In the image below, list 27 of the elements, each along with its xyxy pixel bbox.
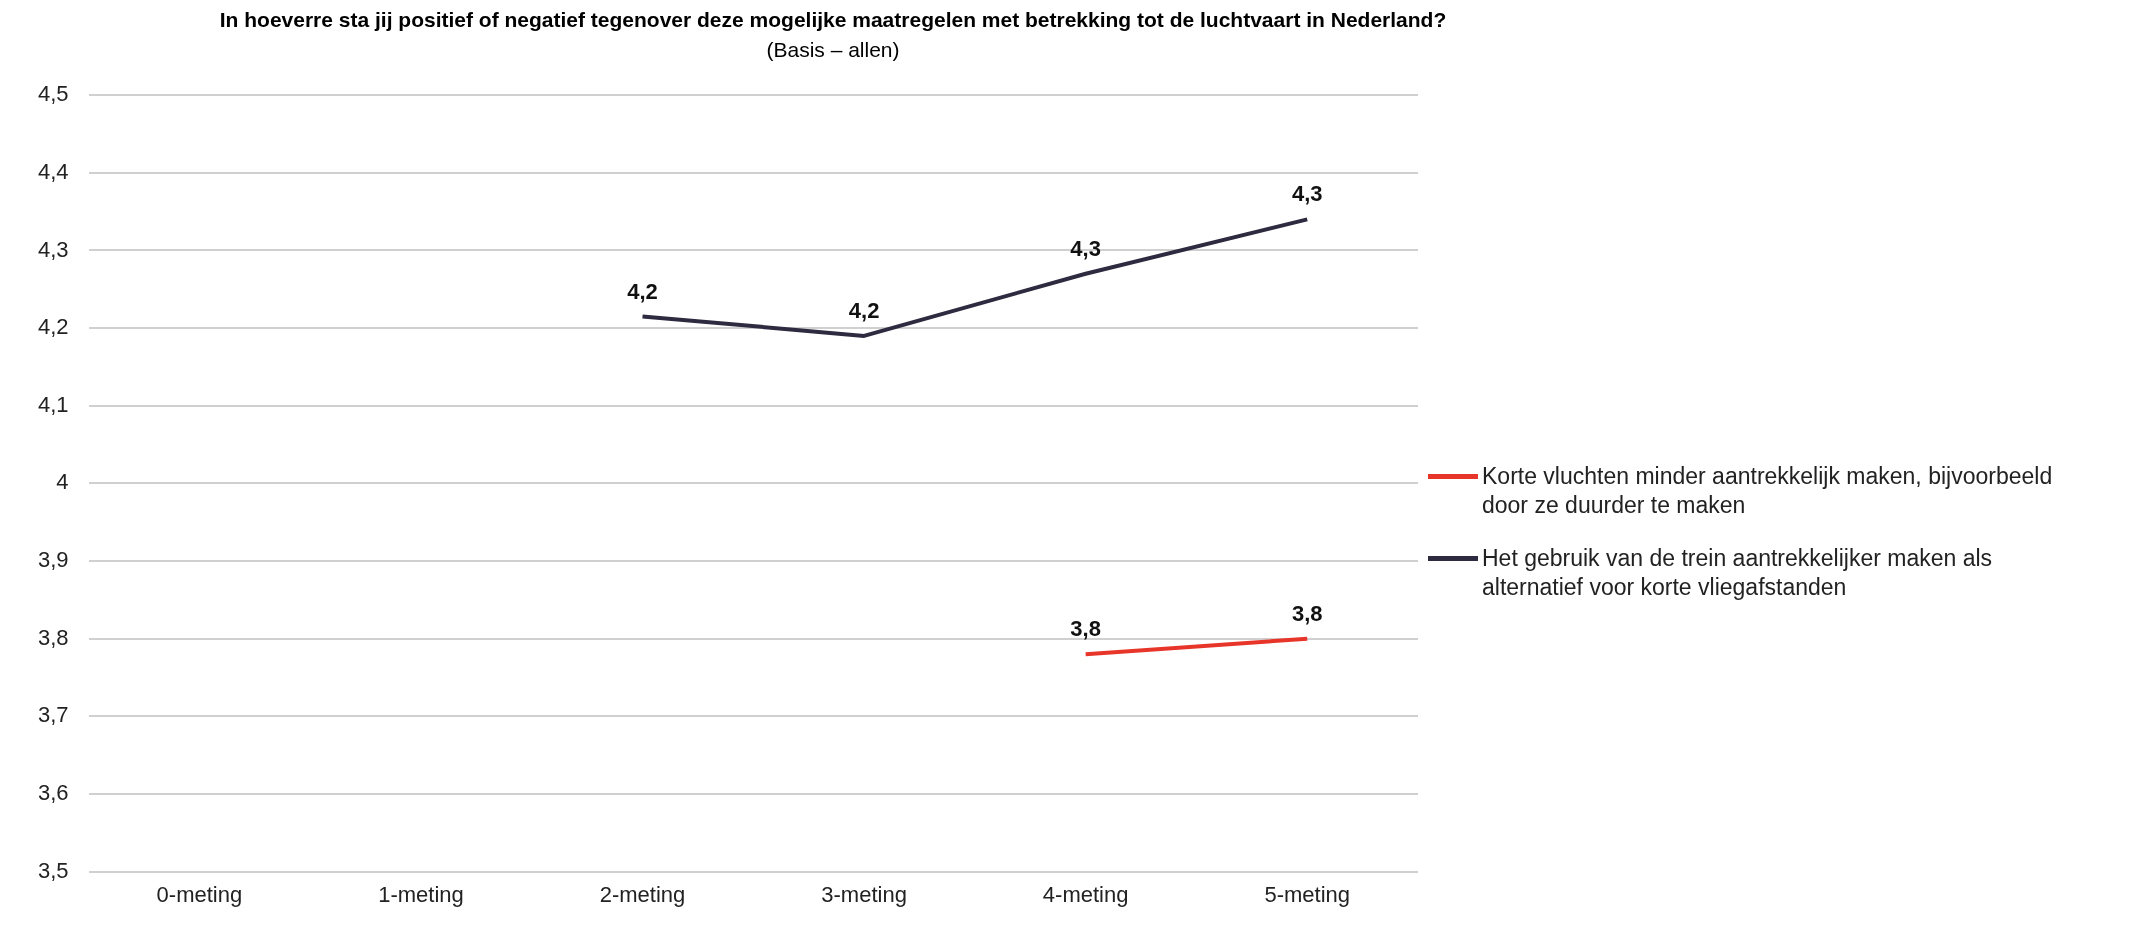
chart-subtitle: (Basis – allen)	[765, 38, 901, 62]
y-tick-label: 3,7	[37, 702, 69, 728]
x-tick-label: 2-meting	[599, 881, 686, 907]
data-label: 3,8	[1070, 616, 1101, 642]
y-tick-label: 4,1	[37, 391, 69, 417]
y-tick-label: 4	[56, 469, 69, 495]
x-tick-label: 4-meting	[1042, 881, 1129, 907]
y-tick-label: 3,5	[37, 857, 69, 883]
y-tick-label: 4,3	[37, 236, 69, 262]
x-tick-label: 1-meting	[378, 881, 464, 907]
y-tick-label: 3,8	[37, 624, 69, 650]
legend-label: Korte vluchten minder aantrekkelijk maken, bijvoorbeeld door ze duurder te maken	[1482, 462, 2054, 520]
x-tick-label: 0-meting	[156, 881, 243, 907]
data-label: 4,2	[848, 297, 880, 323]
y-tick-label: 4,2	[37, 314, 69, 340]
y-tick-label: 4,5	[37, 81, 69, 107]
data-label: 4,3	[1070, 235, 1101, 261]
x-tick-label: 3-meting	[821, 881, 907, 907]
legend-label: Het gebruik van de trein aantrekkelijker maken als alternatief voor korte vliegafstanden	[1482, 544, 1994, 602]
y-tick-label: 3,9	[37, 547, 69, 573]
y-tick-label: 3,6	[37, 780, 69, 806]
chart-title: In hoeverre sta jij positief of negatief tegenover deze mogelijke maatregelen met betrekking tot de luchtvaart in Nederland?	[218, 8, 1448, 32]
data-label: 4,3	[1291, 181, 1323, 207]
x-tick-label: 5-meting	[1264, 881, 1351, 907]
data-label: 3,8	[1291, 600, 1323, 626]
y-tick-label: 4,4	[37, 158, 69, 184]
data-label: 4,2	[627, 278, 658, 304]
